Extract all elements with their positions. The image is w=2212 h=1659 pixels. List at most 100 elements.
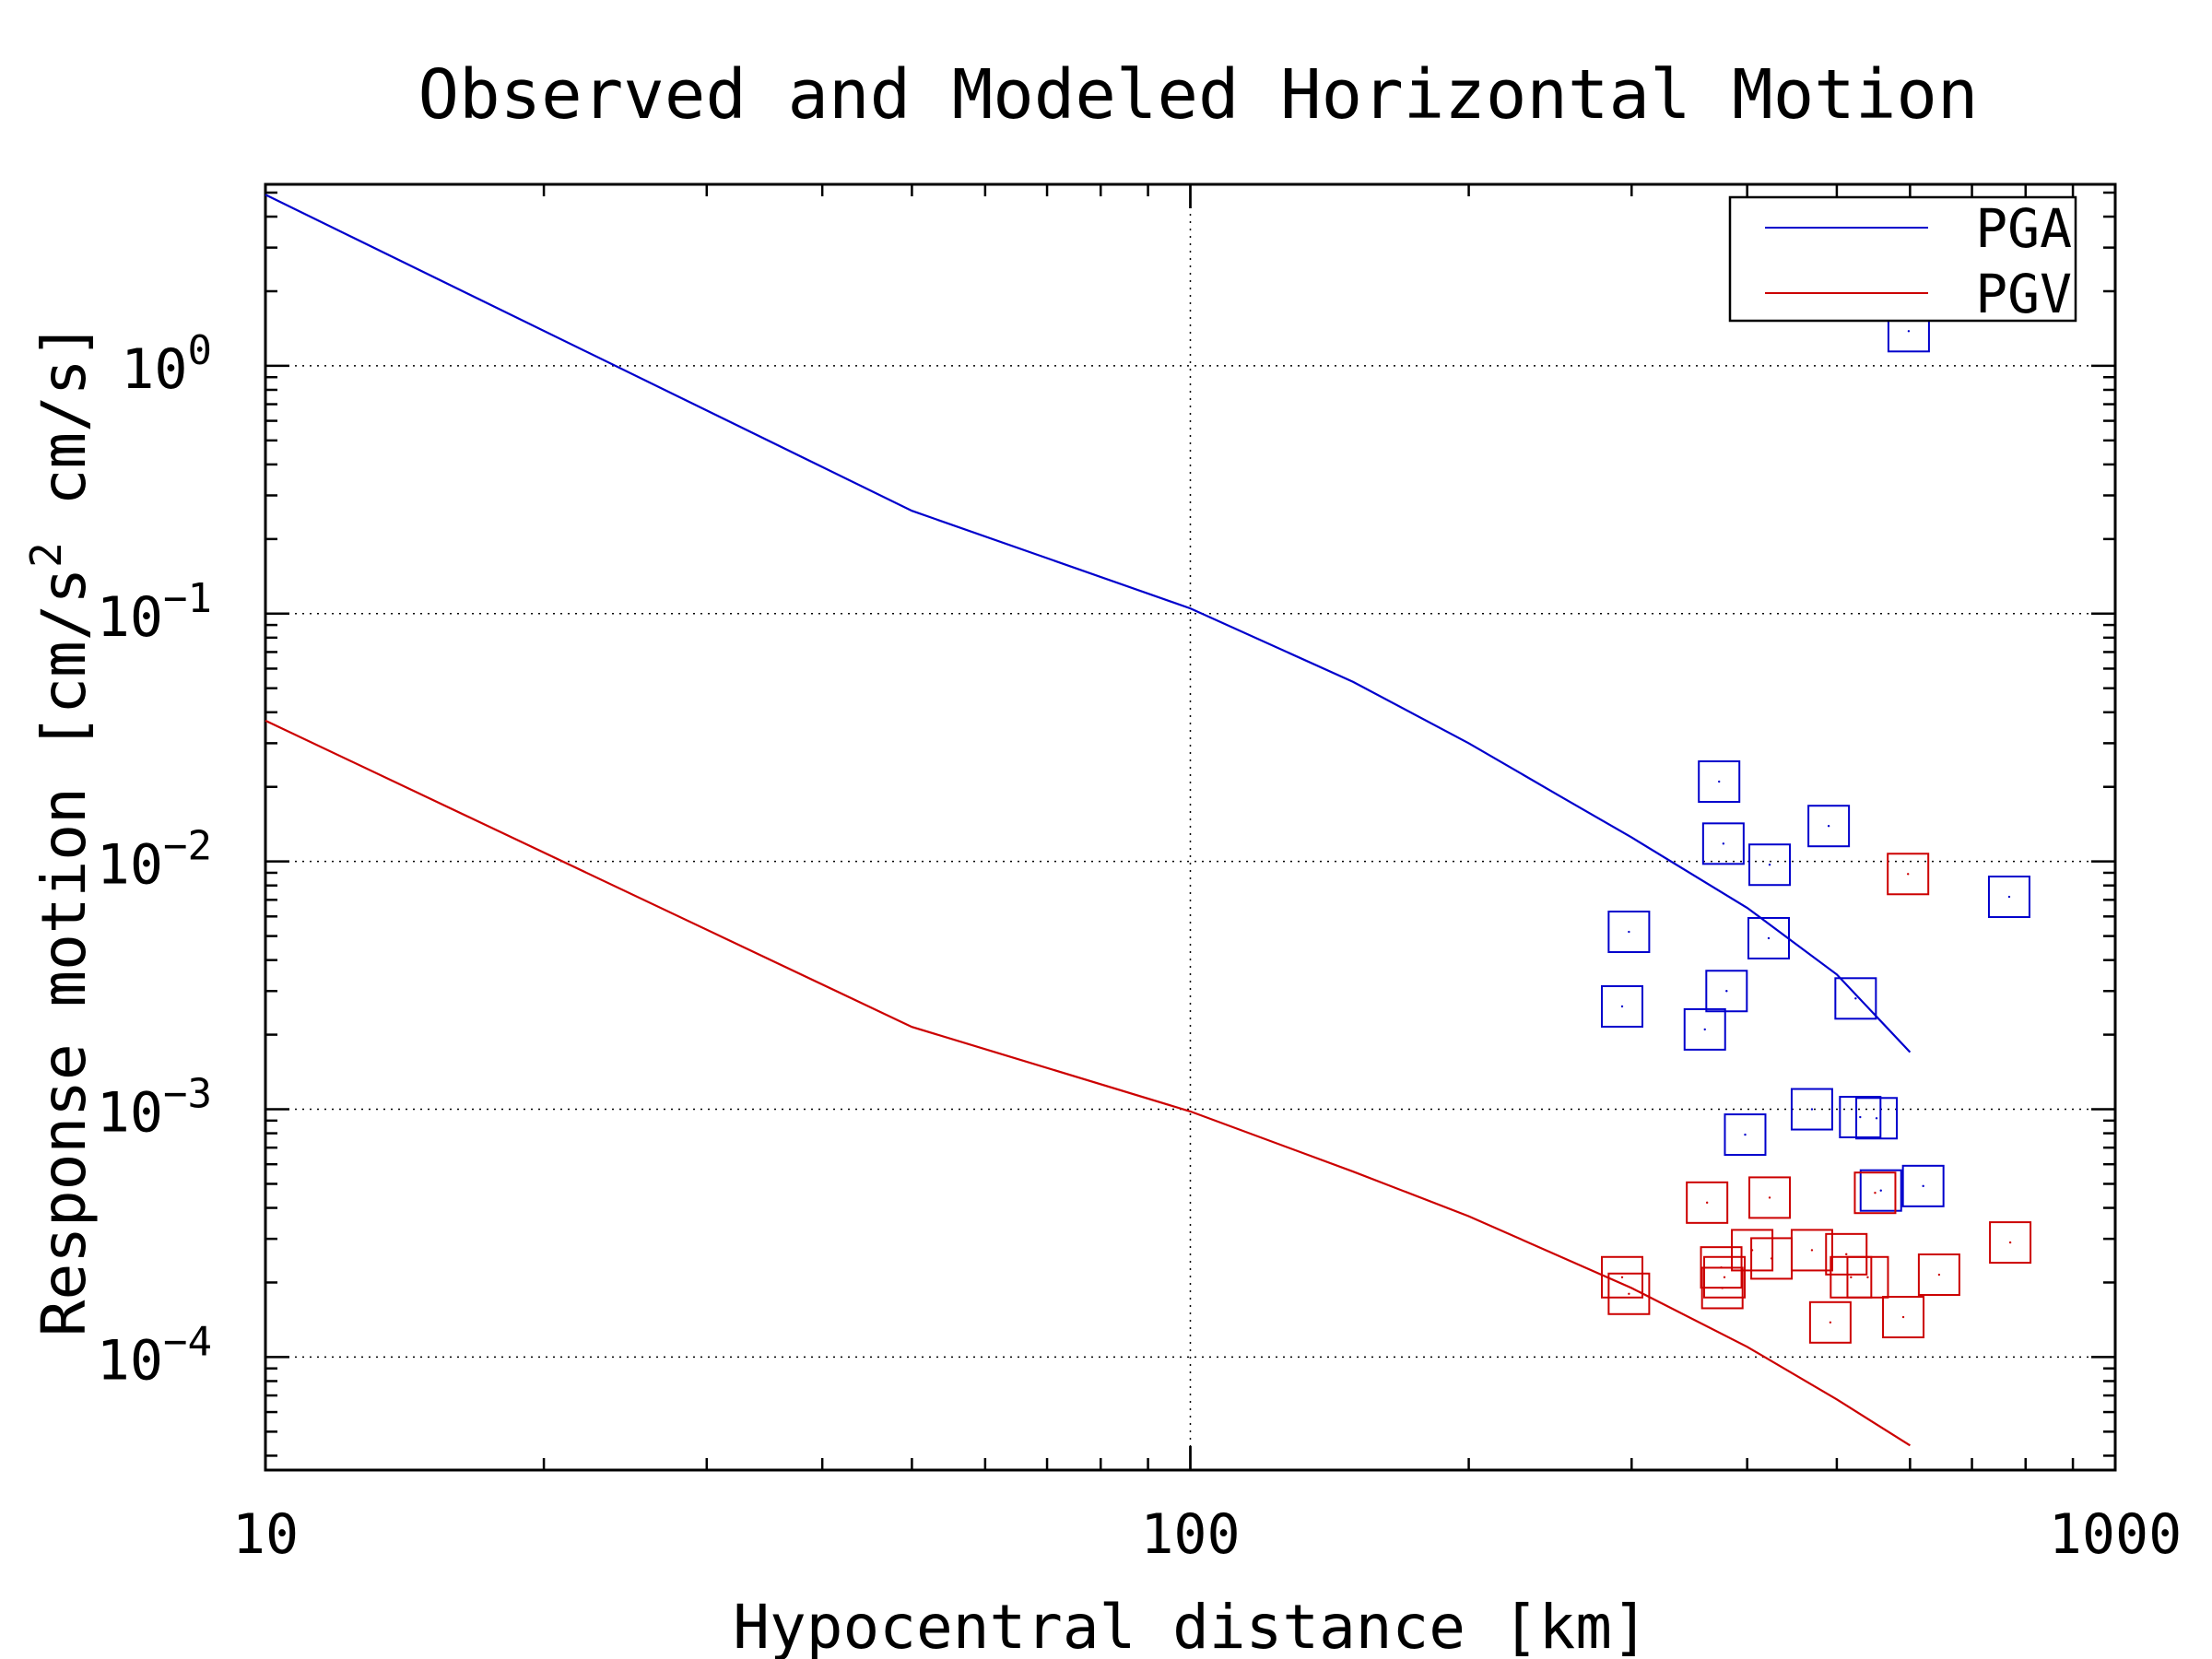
observed-point-pgv [1703,1255,1747,1299]
y-tick-exponent: 0 [188,327,213,374]
y-tick-exponent: −4 [163,1318,212,1365]
observed-point-dot [1859,1115,1862,1119]
observed-point-pga [1698,760,1741,804]
observed-point-pgv [1607,1272,1651,1315]
observed-point-pga [1987,876,2030,919]
y-axis-label-tail: cm/s] [29,323,100,542]
observed-point-dot [1768,864,1771,866]
observed-point-pga [1790,1088,1833,1131]
observed-point-pga [1683,1007,1726,1051]
y-tick-base: 10 [97,1081,163,1146]
observed-point-pgv [1686,1181,1729,1224]
observed-point-pgv [1748,1176,1792,1219]
observed-point-pga [1807,805,1851,848]
y-tick-label: 10−3 [97,1071,212,1146]
observed-point-dot [1810,1108,1814,1111]
observed-point-dot [1829,1321,1832,1324]
observed-point-dot [1854,997,1857,1000]
y-tick-base: 10 [97,833,163,898]
observed-point-dot [1768,1196,1771,1199]
observed-point-dot [1874,1192,1877,1194]
observed-markers [1601,310,2032,1344]
y-axis-label: Response motion [cm/s2 cm/s] [21,323,100,1337]
observed-point-pga [1601,984,1644,1028]
observed-point-dot [1705,1201,1709,1205]
observed-point-pgv [1700,1266,1744,1310]
observed-point-dot [1628,930,1630,934]
y-tick-label: 10−2 [97,823,212,898]
grid [265,184,2115,1470]
x-tick-label: 10 [232,1502,299,1567]
observed-point-pga [1724,1113,1767,1157]
observed-point-pga [1701,822,1745,865]
observed-point-dot [1722,842,1725,845]
observed-point-dot [1906,873,1910,876]
observed-point-pga [1705,970,1748,1013]
series-lines [265,194,1912,1447]
observed-point-dot [1721,1287,1724,1289]
observed-point-pgv [1601,1255,1644,1299]
y-tick-base: 10 [97,585,163,650]
observed-point-pgv [1808,1300,1852,1344]
legend-box [1728,195,2077,323]
observed-point-pgv [1825,1232,1868,1276]
observed-point-dot [1937,1273,1941,1277]
observed-point-dot [1628,1292,1630,1295]
observed-point-dot [1875,1117,1878,1120]
observed-point-pga [1859,1169,1902,1212]
observed-point-pgv [1853,1171,1897,1215]
observed-point-dot [1620,1005,1624,1008]
observed-point-dot [1744,1133,1747,1136]
observed-point-pgv [1846,1255,1889,1299]
ticks [264,184,2117,1470]
observed-point-dot [1827,825,1830,828]
observed-point-dot [1922,1184,1924,1188]
chart-title: Observed and Modeled Horizontal Motion [418,55,1979,135]
y-tick-exponent: −1 [163,575,212,622]
legend-label-pgv: PGV [1975,263,2072,325]
observed-point-dot [1879,1189,1882,1192]
observed-point-pgv [1887,853,1930,896]
observed-point-dot [1850,1276,1853,1278]
observed-point-pga [1834,977,1877,1020]
x-tick-label: 1000 [2049,1502,2183,1567]
series-line-pgv [265,719,1911,1447]
y-tick-label: 10−4 [97,1318,212,1393]
observed-point-pga [1747,916,1791,959]
observed-point-pgv [1917,1253,1960,1297]
y-axis-label-main: Response motion [cm/s [29,568,100,1336]
observed-point-dot [1810,1249,1814,1252]
observed-point-dot [2007,895,2011,899]
y-axis-label-superscript: 2 [21,542,71,568]
observed-point-dot [2008,1241,2012,1244]
series-line-pga [265,194,1912,1053]
observed-point-dot [1866,1276,1869,1278]
x-axis-label: Hypocentral distance [km] [733,1592,1648,1659]
y-tick-base: 10 [121,337,187,402]
observed-point-pgv [1989,1221,2032,1265]
y-tick-label: 100 [121,327,212,402]
observed-point-dot [1907,330,1911,333]
y-tick-exponent: −3 [163,1071,212,1118]
observed-point-pga [1748,843,1792,887]
y-tick-label: 10−1 [97,575,212,650]
legend-label-pga: PGA [1975,197,2072,260]
observed-point-dot [1723,1276,1726,1278]
legend: PGA PGV [1728,195,2077,325]
observed-point-dot [1767,936,1771,940]
x-tick-label: 100 [1140,1502,1240,1567]
observed-point-pgv [1882,1296,1925,1339]
y-tick-base: 10 [97,1328,163,1393]
observed-point-dot [1770,1257,1773,1260]
observed-point-pgv [1790,1229,1833,1272]
observed-point-dot [1703,1028,1706,1031]
y-tick-exponent: −2 [163,823,212,870]
observed-point-dot [1901,1315,1905,1319]
observed-point-pga [1855,1097,1899,1140]
observed-point-dot [1718,780,1721,783]
observed-point-pga [1901,1164,1945,1207]
observed-point-dot [1845,1253,1848,1256]
observed-point-dot [1620,1276,1624,1278]
